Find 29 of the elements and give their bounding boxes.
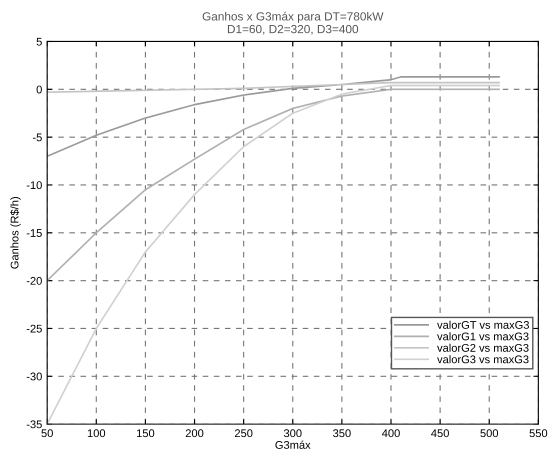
x-tick-label: 500 (480, 429, 498, 438)
x-tick-label: 450 (431, 429, 449, 438)
x-axis-title: G3máx (275, 440, 311, 449)
x-tick-label: 300 (284, 429, 302, 438)
y-tick-label: -30 (26, 372, 42, 380)
chart-title: Ganhos x G3máx para DT=780kW D1=60, D2=320, D3=400 (202, 12, 384, 35)
legend-label: valorG1 vs maxG3 (437, 332, 529, 340)
y-tick-label: -35 (26, 420, 42, 428)
x-tick-label: 100 (88, 429, 106, 438)
y-tick-label: -25 (26, 324, 42, 333)
x-tick-label: 50 (41, 429, 53, 438)
line-series (47, 76, 500, 158)
x-tick-label: 350 (333, 429, 351, 438)
legend-label: valorG3 vs maxG3 (437, 355, 529, 364)
y-tick-label: -20 (26, 276, 42, 285)
x-tick-label: 200 (186, 429, 204, 438)
y-axis-title: Ganhos (R$/h) (10, 197, 21, 269)
y-tick-label: 5 (36, 38, 42, 46)
y-tick-label: -15 (26, 229, 42, 237)
line-series (47, 88, 500, 282)
legend-label: valorGT vs maxG3 (437, 320, 529, 329)
y-tick-label: -5 (32, 134, 42, 142)
x-tick-label: 250 (234, 429, 252, 438)
y-tick-label: 0 (36, 86, 42, 94)
legend-label: valorG2 vs maxG3 (437, 344, 529, 352)
x-tick-label: 550 (530, 429, 548, 438)
x-tick-label: 150 (136, 429, 154, 438)
x-tick-label: 400 (382, 429, 400, 438)
y-tick-label: -10 (26, 181, 42, 190)
